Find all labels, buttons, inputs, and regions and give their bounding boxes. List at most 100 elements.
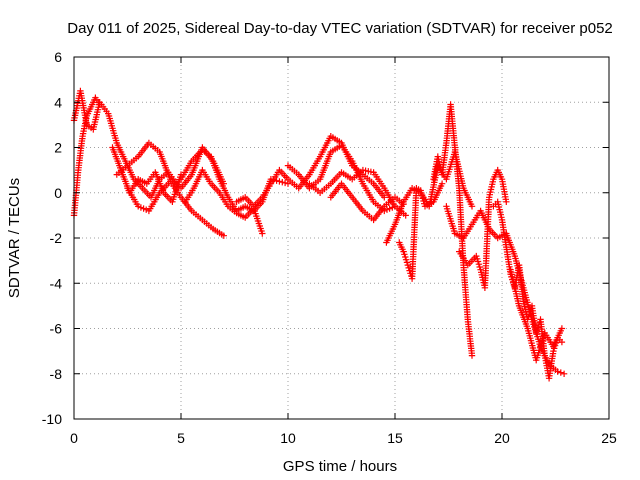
y-axis-label: SDTVAR / TECUs — [6, 178, 23, 298]
data-point — [391, 194, 399, 201]
data-point — [135, 176, 142, 183]
data-point — [520, 298, 527, 305]
data-point — [147, 194, 155, 201]
grid — [74, 57, 609, 419]
data-point — [338, 142, 345, 149]
data-point — [524, 325, 531, 332]
x-axis-label: GPS time / hours — [283, 458, 397, 475]
data-point — [541, 352, 548, 359]
data-point — [113, 171, 120, 178]
data-point — [135, 153, 142, 160]
data-point — [224, 203, 232, 210]
x-tick-label: 10 — [280, 430, 296, 446]
data-point — [434, 153, 441, 160]
data-point — [413, 185, 420, 192]
data-point — [460, 234, 467, 242]
data-point — [349, 176, 356, 183]
data-point — [554, 368, 561, 375]
data-point — [190, 185, 197, 192]
y-tick-label: -6 — [50, 321, 63, 337]
data-point-track — [273, 177, 280, 184]
data-point — [391, 203, 399, 210]
data-point — [456, 185, 463, 192]
y-tick-label: 0 — [54, 185, 62, 201]
y-tick-label: 2 — [54, 140, 62, 156]
data-point — [113, 139, 120, 147]
data-point — [391, 221, 399, 228]
data-point — [537, 316, 544, 323]
data-point — [87, 103, 95, 110]
data-point — [370, 216, 377, 224]
data-point — [267, 180, 275, 187]
data-point — [188, 171, 195, 178]
y-tick-label: 6 — [54, 49, 62, 65]
data-point — [383, 239, 390, 246]
data-point — [494, 198, 501, 205]
data-point — [135, 203, 142, 210]
data-point — [490, 176, 497, 183]
x-tick-labels: 0 5 10 15 20 25 — [70, 430, 617, 446]
x-tick-label: 5 — [177, 430, 185, 446]
data-points — [70, 87, 568, 382]
data-point — [498, 176, 506, 183]
data-point — [430, 198, 437, 205]
data-point — [177, 176, 185, 183]
data-point — [503, 243, 510, 251]
data-point — [481, 284, 489, 291]
data-point — [438, 180, 446, 187]
axis-ticks — [73, 56, 610, 420]
data-point — [306, 171, 313, 178]
data-point — [443, 176, 450, 183]
data-point — [338, 169, 345, 176]
x-tick-label: 25 — [601, 430, 617, 446]
data-point — [306, 180, 313, 187]
data-point — [477, 266, 484, 273]
data-point — [124, 162, 131, 169]
data-point — [468, 221, 476, 228]
y-tick-label: -10 — [42, 411, 62, 427]
data-point — [75, 166, 82, 174]
series-sat-13 — [397, 182, 445, 280]
data-point — [381, 203, 388, 210]
data-point — [96, 101, 103, 108]
y-tick-labels: -10 -8 -6 -4 -2 0 2 4 6 — [42, 49, 62, 427]
data-point — [381, 185, 388, 192]
data-point — [533, 329, 540, 337]
data-point — [177, 194, 185, 201]
data-point — [188, 157, 195, 165]
data-point — [90, 126, 97, 133]
data-point-track — [281, 179, 289, 187]
data-point — [242, 203, 249, 210]
data-point — [242, 214, 249, 221]
y-tick-label: -4 — [50, 275, 63, 291]
data-point — [167, 178, 174, 185]
data-point — [316, 153, 324, 160]
data-point — [199, 146, 206, 153]
data-point — [494, 234, 501, 242]
data-point — [477, 207, 484, 215]
chart-title: Day 011 of 2025, Sidereal Day-to-day VTE… — [67, 20, 613, 37]
series-sat-05 — [125, 180, 225, 238]
data-point — [276, 178, 283, 185]
data-point — [468, 352, 476, 359]
data-point — [242, 194, 249, 201]
data-point — [224, 194, 232, 201]
data-point — [515, 261, 523, 269]
data-point — [545, 375, 553, 382]
data-point — [169, 198, 176, 205]
data-point — [402, 212, 409, 219]
data-point — [558, 325, 566, 332]
data-point-track — [475, 261, 483, 268]
data-point — [216, 176, 223, 183]
data-point — [77, 87, 84, 95]
data-point — [182, 198, 189, 205]
data-point — [327, 133, 334, 140]
y-tick-label: -2 — [50, 230, 63, 246]
data-point — [220, 232, 227, 239]
data-point — [295, 185, 302, 192]
data-point — [199, 216, 206, 224]
data-point — [359, 166, 367, 174]
data-point — [443, 139, 450, 147]
data-point — [122, 157, 129, 165]
data-point — [250, 203, 257, 210]
